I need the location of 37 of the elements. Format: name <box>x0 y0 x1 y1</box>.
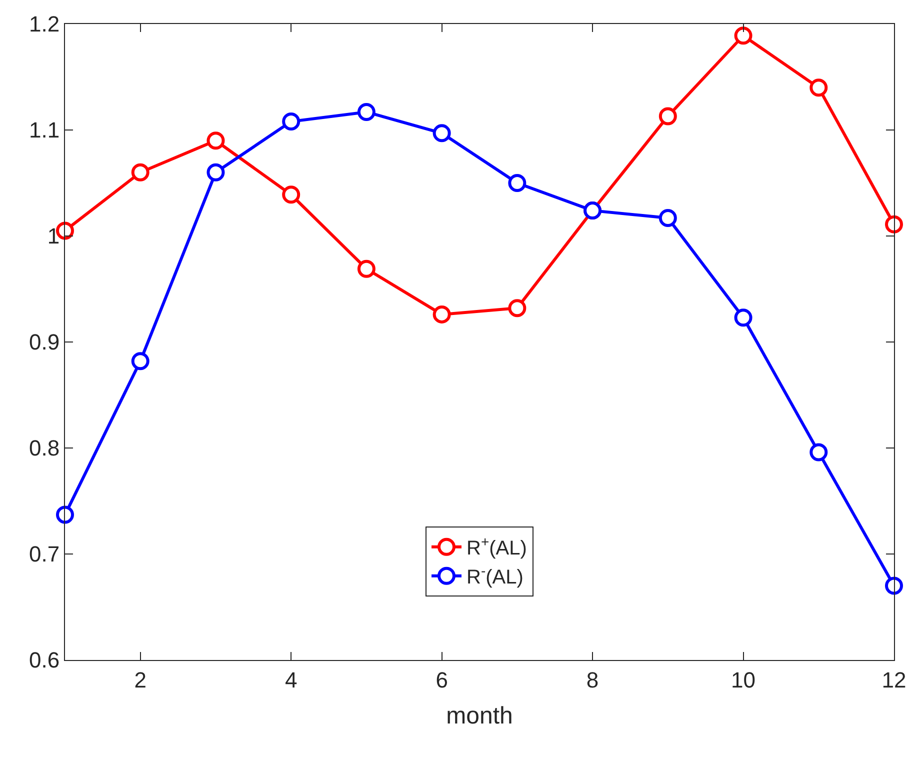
point <box>885 215 903 234</box>
point <box>734 308 752 327</box>
point <box>206 132 225 150</box>
legend-label: R$^{+}$(AL) <box>466 533 527 560</box>
point <box>658 107 677 126</box>
point <box>810 78 828 97</box>
point <box>810 443 828 462</box>
x-tick-label: 4 <box>284 667 298 692</box>
x-tick-label: 12 <box>882 667 906 692</box>
point <box>432 305 451 324</box>
point <box>508 174 526 192</box>
y-tick-label: 1.2 <box>29 12 60 37</box>
x-tick-label: 8 <box>586 667 599 692</box>
point <box>885 576 903 595</box>
point <box>131 163 150 182</box>
point <box>56 506 74 524</box>
point <box>131 352 150 370</box>
point <box>508 299 526 318</box>
point <box>282 112 300 131</box>
y-tick-label: 0.6 <box>29 648 60 673</box>
legend-label: R$^{-}$(AL) <box>466 562 524 589</box>
x-tick-label: 10 <box>731 667 756 692</box>
y-tick-label: 0.8 <box>29 436 60 461</box>
y-tick-label: 0.9 <box>29 330 60 355</box>
y-tick-label: 0.7 <box>29 542 60 567</box>
x-tick-label: 2 <box>134 667 146 692</box>
point <box>357 260 376 278</box>
y-tick-label: 1 <box>47 224 60 249</box>
x-tick-label: 6 <box>436 667 448 692</box>
x-axis-title: month <box>446 702 513 730</box>
point <box>282 186 300 204</box>
point <box>432 124 451 142</box>
point <box>734 26 752 45</box>
point <box>206 163 225 182</box>
y-tick-label: 1.1 <box>29 118 60 143</box>
point <box>357 102 376 121</box>
point <box>658 208 677 227</box>
